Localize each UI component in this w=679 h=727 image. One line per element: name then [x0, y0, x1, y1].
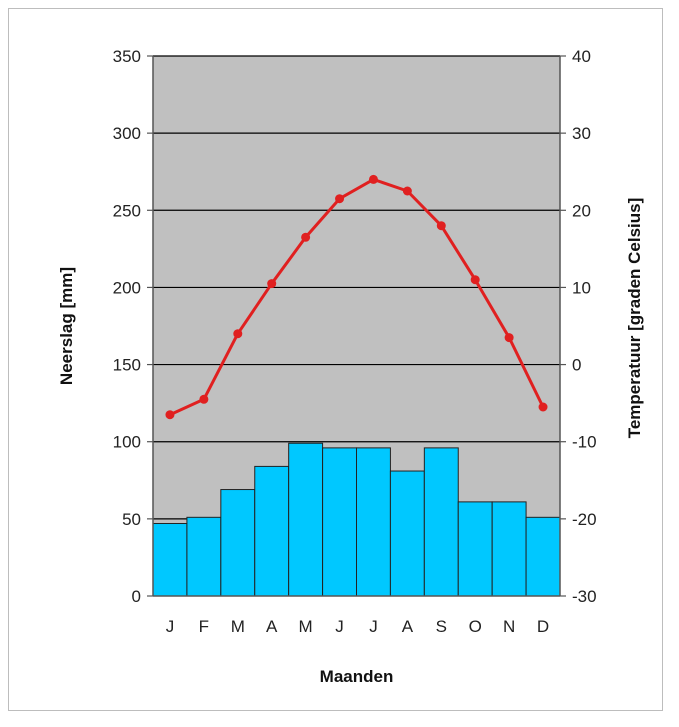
precipitation-bar: [458, 502, 492, 596]
temperature-point: [539, 403, 548, 412]
x-tick-label: J: [335, 617, 344, 636]
left-tick-label: 300: [113, 124, 141, 143]
precipitation-bar: [390, 471, 424, 596]
precipitation-bar: [255, 466, 289, 596]
right-tick-label: 20: [572, 201, 591, 220]
left-tick-label: 100: [113, 433, 141, 452]
right-tick-label: 0: [572, 356, 581, 375]
right-tick-label: 40: [572, 47, 591, 66]
x-tick-label: F: [199, 617, 209, 636]
precipitation-bar: [492, 502, 526, 596]
temperature-point: [369, 175, 378, 184]
precipitation-bar: [153, 523, 187, 596]
temperature-point: [505, 333, 514, 342]
temperature-point: [199, 395, 208, 404]
x-tick-label: J: [369, 617, 378, 636]
right-tick-label: -10: [572, 433, 597, 452]
temperature-point: [301, 233, 310, 242]
x-tick-label: M: [231, 617, 245, 636]
precipitation-bar: [424, 448, 458, 596]
left-tick-label: 200: [113, 278, 141, 297]
temperature-point: [403, 187, 412, 196]
precipitation-bar: [357, 448, 391, 596]
left-axis-title: Neerslag [mm]: [57, 267, 76, 385]
x-axis-title: Maanden: [320, 667, 394, 686]
right-tick-label: 10: [572, 278, 591, 297]
right-tick-label: -20: [572, 510, 597, 529]
precipitation-bar: [323, 448, 357, 596]
right-tick-label: 30: [572, 124, 591, 143]
x-tick-label: D: [537, 617, 549, 636]
precipitation-bar: [221, 490, 255, 596]
x-tick-label: A: [266, 617, 278, 636]
temperature-point: [165, 410, 174, 419]
left-axis-ticks: 0 50 100 150 200 250 300 350: [113, 47, 153, 606]
x-tick-label: O: [469, 617, 482, 636]
temperature-point: [233, 329, 242, 338]
x-tick-label: J: [166, 617, 175, 636]
precipitation-bar: [526, 517, 560, 596]
left-tick-label: 0: [132, 587, 141, 606]
temperature-point: [471, 275, 480, 284]
x-tick-label: M: [299, 617, 313, 636]
precipitation-bar: [289, 443, 323, 596]
right-axis-ticks: -30 -20 -10 0 10 20 30 40: [560, 47, 597, 606]
x-tick-label: N: [503, 617, 515, 636]
temperature-point: [335, 194, 344, 203]
right-tick-label: -30: [572, 587, 597, 606]
temperature-point: [267, 279, 276, 288]
temperature-point: [437, 221, 446, 230]
x-tick-label: S: [436, 617, 447, 636]
precipitation-bar: [187, 517, 221, 596]
left-tick-label: 350: [113, 47, 141, 66]
left-tick-label: 250: [113, 201, 141, 220]
left-tick-label: 150: [113, 356, 141, 375]
left-tick-label: 50: [122, 510, 141, 529]
right-axis-title: Temperatuur [graden Celsius]: [625, 198, 644, 439]
x-tick-label: A: [402, 617, 414, 636]
